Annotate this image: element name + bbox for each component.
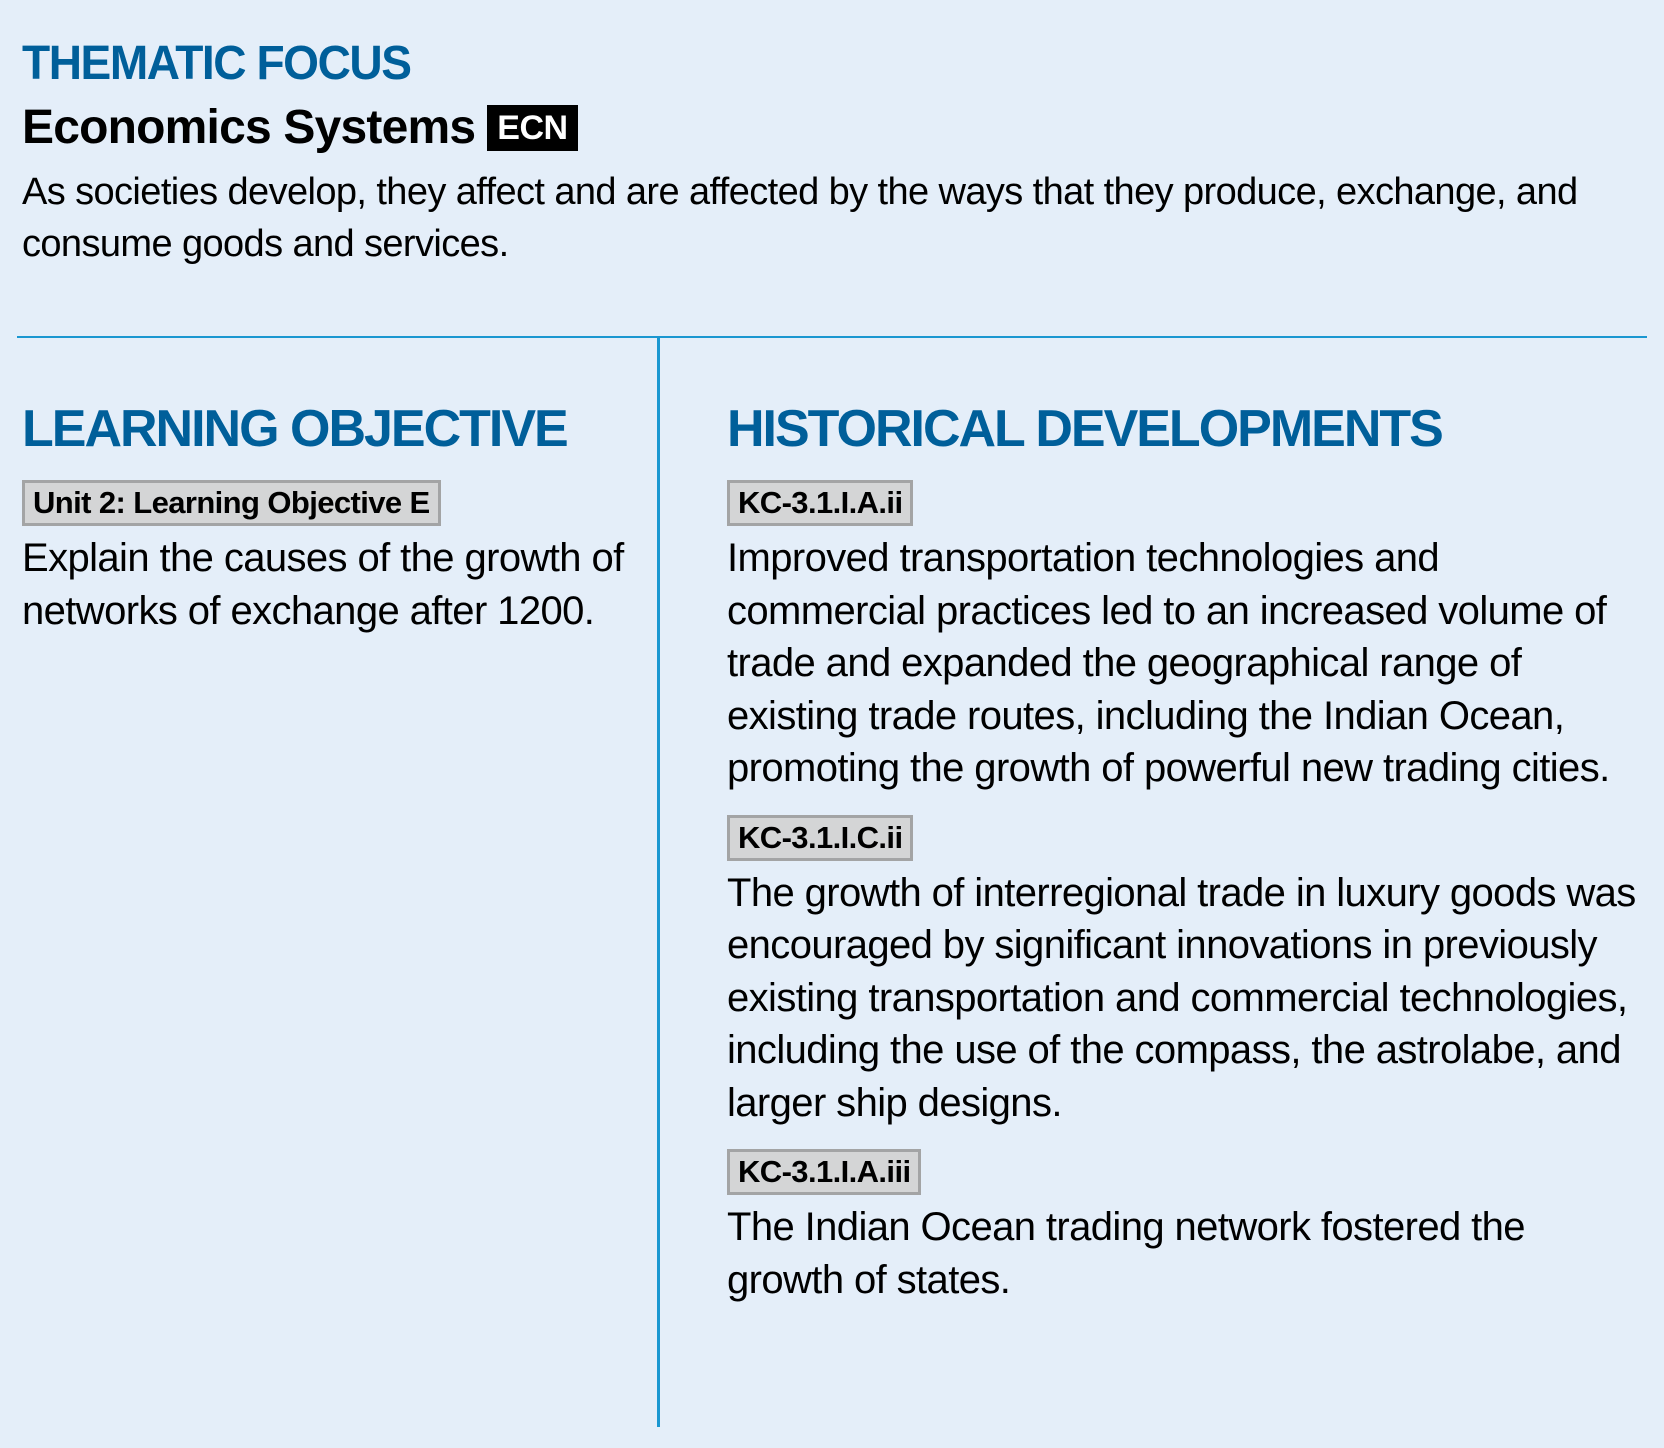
key-concept-item: KC-3.1.I.A.iii The Indian Ocean trading … xyxy=(727,1149,1647,1306)
learning-objective-text: Explain the causes of the growth of netw… xyxy=(22,536,624,633)
thematic-focus-kicker: THEMATIC FOCUS xyxy=(22,37,412,90)
learning-objective-heading: LEARNING OBJECTIVE xyxy=(22,400,569,458)
horizontal-divider xyxy=(17,336,1647,338)
thematic-focus-section: THEMATIC FOCUS Economics Systems ECN As … xyxy=(22,38,1642,270)
theme-title: Economics Systems xyxy=(22,101,476,154)
key-concept-item: KC-3.1.I.C.ii The growth of interregiona… xyxy=(727,814,1647,1130)
historical-developments-heading: HISTORICAL DEVELOPMENTS xyxy=(727,400,1444,458)
key-concept-tag: KC-3.1.I.C.ii xyxy=(727,814,914,861)
theme-code-badge: ECN xyxy=(487,105,578,151)
learning-objective-column: LEARNING OBJECTIVE Unit 2: Learning Obje… xyxy=(22,400,632,637)
key-concept-tag: KC-3.1.I.A.iii xyxy=(727,1149,922,1195)
learning-objective-tag: Unit 2: Learning Objective E xyxy=(22,480,441,526)
key-concept-text: The Indian Ocean trading network fostere… xyxy=(727,1205,1526,1302)
key-concept-text: The growth of interregional trade in lux… xyxy=(727,870,1636,1125)
theme-title-row: Economics Systems ECN xyxy=(22,102,1642,154)
vertical-divider xyxy=(657,337,660,1427)
theme-description: As societies develop, they affect and ar… xyxy=(22,171,1578,265)
historical-developments-column: HISTORICAL DEVELOPMENTS KC-3.1.I.A.ii Im… xyxy=(727,400,1647,1326)
key-concept-tag: KC-3.1.I.A.ii xyxy=(727,480,914,526)
key-concept-item: KC-3.1.I.A.ii Improved transportation te… xyxy=(727,480,1647,795)
key-concept-text: Improved transportation technologies and… xyxy=(727,536,1610,790)
